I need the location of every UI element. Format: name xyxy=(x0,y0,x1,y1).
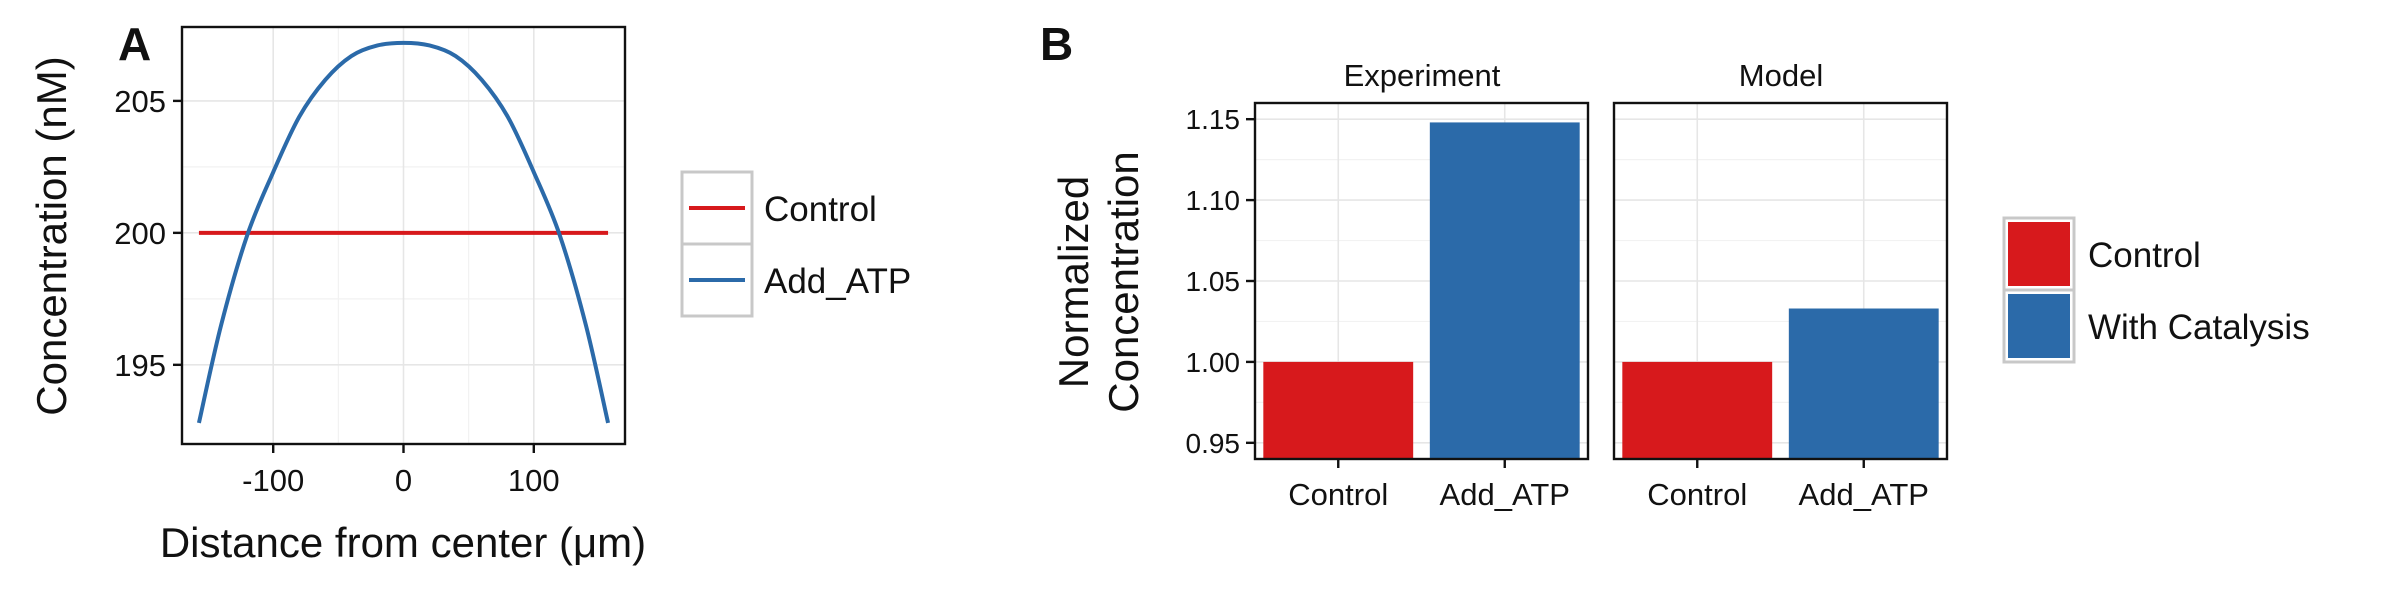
facet-experiment-bars xyxy=(1263,122,1580,459)
series-line-add-atp xyxy=(196,40,611,424)
x-tick-label: 0 xyxy=(395,463,412,498)
panel-b-legend: Control With Catalysis xyxy=(2002,216,2310,364)
panel-a-y-axis-title: Concentration (nM) xyxy=(28,56,75,415)
legend-label-add-atp: Add_ATP xyxy=(764,262,911,301)
x-tick-label: 100 xyxy=(508,463,560,498)
y-tick-label: 1.05 xyxy=(1186,266,1241,297)
x-tick-label: Control xyxy=(1647,477,1747,512)
y-tick-label: 1.15 xyxy=(1186,104,1241,135)
bar-experiment-control xyxy=(1263,361,1414,459)
legend-label-with-catalysis: With Catalysis xyxy=(2088,308,2310,347)
panel-b-y-axis-title-line1: Normalized xyxy=(1050,176,1097,388)
legend-label-control-b: Control xyxy=(2088,236,2201,275)
y-tick-label: 1.00 xyxy=(1186,347,1241,378)
y-tick-label: 0.95 xyxy=(1186,428,1241,459)
facet-experiment-x-ticks: Control Add_ATP xyxy=(1288,459,1570,512)
facet-model-frame xyxy=(1612,101,1949,461)
y-tick-label: 1.10 xyxy=(1186,185,1241,216)
panel-b-y-ticks: 0.95 1.00 1.05 1.10 1.15 xyxy=(1186,104,1255,459)
facet-model-bars xyxy=(1622,308,1939,459)
bar-model-control xyxy=(1622,361,1773,459)
panel-a-x-axis-title: Distance from center (μm) xyxy=(160,519,646,566)
panel-a: A -100 0 100 195 200 205 Distance from cente… xyxy=(28,18,911,566)
x-tick-label: -100 xyxy=(242,463,304,498)
legend-swatch-control xyxy=(2008,222,2070,286)
legend-swatch-with-catalysis xyxy=(2008,294,2070,358)
panel-b: B Normalized Concentration Experiment Co… xyxy=(1040,18,2310,512)
x-tick-label: Add_ATP xyxy=(1440,477,1570,512)
facet-model: Model Control Add_ATP xyxy=(1612,58,1949,512)
panel-a-y-ticks: 195 200 205 xyxy=(114,84,182,383)
panel-a-lines xyxy=(196,40,611,424)
bar-model-add-atp xyxy=(1788,308,1939,459)
facet-experiment: Experiment Control Add_ATP xyxy=(1253,58,1590,512)
facet-title-experiment: Experiment xyxy=(1344,58,1501,93)
y-tick-label: 200 xyxy=(114,216,166,251)
facet-title-model: Model xyxy=(1739,58,1823,93)
x-tick-label: Control xyxy=(1288,477,1388,512)
bar-experiment-add-atp xyxy=(1429,122,1580,459)
panel-b-y-axis-title-line2: Concentration xyxy=(1100,151,1147,413)
facet-model-x-ticks: Control Add_ATP xyxy=(1647,459,1929,512)
x-tick-label: Add_ATP xyxy=(1799,477,1929,512)
panel-b-letter: B xyxy=(1040,18,1073,70)
y-tick-label: 205 xyxy=(114,84,166,119)
legend-label-control: Control xyxy=(764,190,877,229)
panel-a-legend: Control Add_ATP xyxy=(680,170,911,318)
panel-a-letter: A xyxy=(118,18,151,70)
y-tick-label: 195 xyxy=(114,348,166,383)
panel-a-x-ticks: -100 0 100 xyxy=(242,444,560,498)
